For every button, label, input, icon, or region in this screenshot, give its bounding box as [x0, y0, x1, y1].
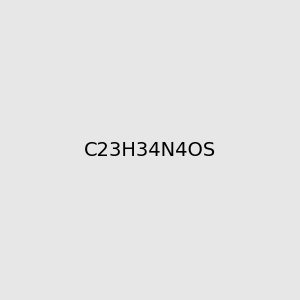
Text: C23H34N4OS: C23H34N4OS	[84, 140, 216, 160]
